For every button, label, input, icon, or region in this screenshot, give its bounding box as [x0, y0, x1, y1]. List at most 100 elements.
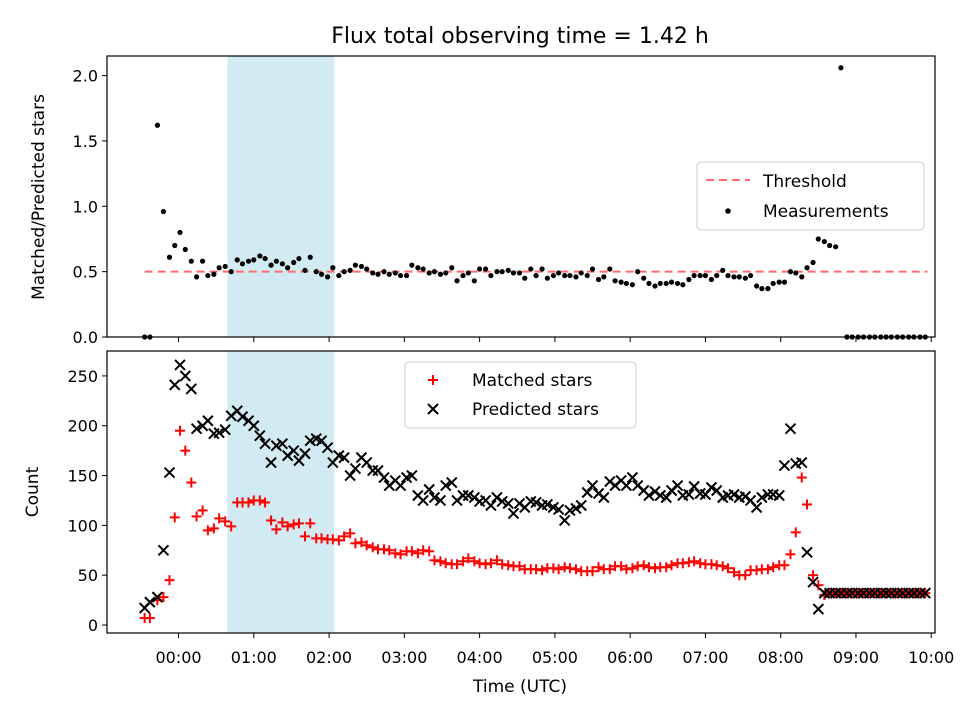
matched-star-point [779, 560, 790, 571]
predicted-star-point [660, 491, 672, 504]
predicted-star-point [169, 379, 181, 391]
measurement-point [336, 272, 342, 279]
matched-stars-points [139, 425, 931, 624]
matched-star-point [169, 512, 180, 523]
bottom-legend: Matched stars Predicted stars [404, 361, 637, 429]
measurement-point [318, 271, 325, 277]
predicted-star-point [417, 494, 429, 507]
measurement-point [234, 257, 240, 263]
matched-star-point [271, 524, 282, 535]
predicted-star-point [598, 491, 610, 504]
measurement-point [810, 259, 816, 266]
measurement-point [742, 275, 748, 281]
bottom-y-tick-label: 50 [78, 566, 98, 585]
matched-star-point [277, 517, 288, 528]
bottom-x-tick-label: 07:00 [682, 648, 728, 667]
matched-star-point [158, 592, 169, 603]
predicted-star-point [807, 576, 819, 588]
measurement-point [488, 272, 494, 279]
measurement-point [437, 271, 444, 277]
measurement-point [618, 279, 624, 285]
matched-star-point [339, 531, 350, 542]
measurement-point [522, 275, 528, 281]
predicted-star-point [428, 491, 441, 504]
predicted-star-point [321, 441, 334, 454]
matched-star-point [491, 555, 502, 566]
measurement-point [397, 272, 404, 279]
measurement-point [799, 274, 805, 280]
bottom-shaded-interval [227, 351, 335, 633]
matched-star-point [260, 497, 271, 508]
top-legend: Threshold Measurements [696, 161, 925, 231]
measurement-point [341, 269, 347, 275]
matched-star-point [282, 521, 293, 532]
measurement-point [251, 257, 257, 263]
predicted-star-point [796, 456, 808, 469]
measurement-point [623, 280, 629, 287]
measurement-point [838, 65, 844, 71]
measurement-point [465, 270, 471, 276]
measurement-point [833, 244, 839, 250]
bottom-y-tick-label: 0 [88, 616, 98, 635]
measurement-point [815, 236, 821, 242]
measurement-point [562, 272, 568, 279]
predicted-star-point [558, 514, 571, 527]
top-y-axis-label: Matched/Predicted stars [29, 94, 49, 300]
measurement-point [702, 272, 709, 279]
matched-star-point [458, 556, 469, 567]
measurement-point [199, 258, 206, 264]
matched-star-point [144, 613, 155, 624]
measurement-point [449, 265, 455, 271]
bottom-x-tick-label: 08:00 [758, 648, 804, 667]
measurement-point [776, 279, 782, 285]
predicted-star-point [344, 469, 356, 482]
measurement-point [674, 280, 681, 287]
bottom-x-tick-label: 06:00 [607, 648, 653, 667]
measurement-point [781, 279, 788, 285]
measurement-point [454, 278, 460, 284]
measurement-point [827, 242, 833, 249]
measurement-point [595, 276, 602, 283]
measurement-point [228, 269, 234, 275]
bottom-x-tick-label: 04:00 [457, 648, 503, 667]
measurement-point [324, 274, 331, 280]
bottom-y-ticks: 0 50 100 150 200 250 [67, 367, 107, 635]
chart-title: Flux total observing time = 1.42 h [331, 24, 709, 49]
measurement-point [499, 269, 505, 275]
measurement-point [787, 269, 794, 275]
matched-star-point [587, 566, 598, 577]
measurement-point [589, 266, 596, 272]
matched-star-point [202, 525, 213, 536]
matched-star-point [729, 567, 740, 578]
predicted-star-point [812, 603, 825, 615]
matched-star-point [463, 553, 474, 564]
predicted-star-point [784, 423, 797, 435]
matched-star-point [293, 518, 304, 529]
matched-star-point [604, 564, 615, 575]
measurement-point [720, 267, 726, 273]
predicted-star-point [683, 488, 695, 501]
measurement-point [714, 272, 720, 279]
predicted-star-point [174, 359, 186, 371]
predicted-star-point [248, 420, 260, 432]
predicted-star-point [626, 471, 639, 484]
legend-predicted-swatch [427, 403, 439, 415]
measurement-point [754, 283, 760, 289]
measurement-point [494, 269, 500, 275]
measurement-point [403, 272, 410, 279]
matched-star-point [266, 515, 277, 526]
measurement-point [426, 270, 432, 276]
measurement-point [663, 280, 669, 287]
predicted-star-point [778, 459, 791, 472]
measurement-point [392, 270, 398, 276]
measurement-point [193, 274, 200, 280]
measurement-point [182, 246, 188, 253]
predicted-star-point [440, 479, 452, 492]
predicted-star-point [259, 437, 271, 450]
matched-star-point [164, 575, 175, 586]
predicted-star-point [671, 479, 684, 492]
measurement-point [680, 282, 686, 288]
matched-star-point [406, 546, 417, 557]
measurement-point [578, 270, 584, 276]
matched-star-point [616, 561, 627, 572]
